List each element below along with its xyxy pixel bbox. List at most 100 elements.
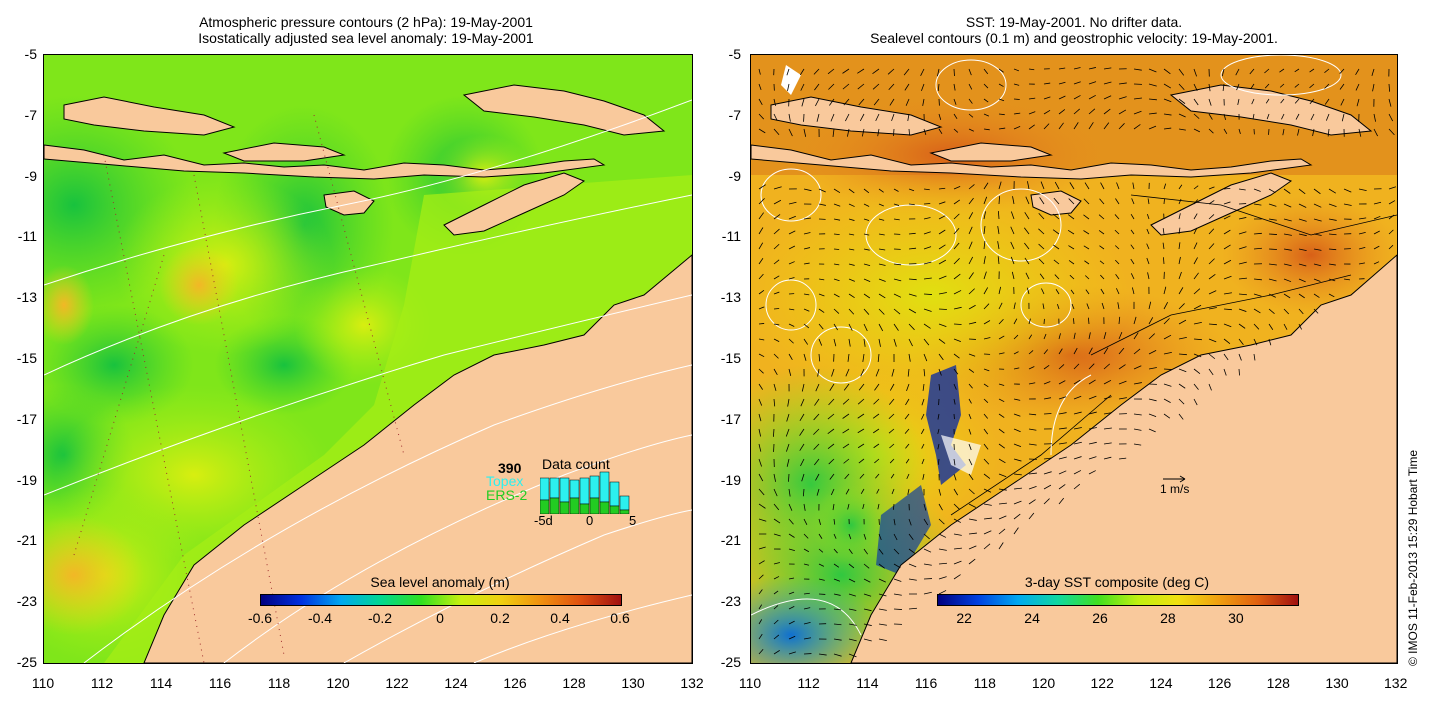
velocity-arrow bbox=[1058, 380, 1066, 385]
velocity-arrow bbox=[1178, 319, 1187, 325]
velocity-arrow bbox=[1028, 318, 1031, 325]
velocity-arrow bbox=[983, 337, 991, 340]
topex-bar bbox=[579, 477, 590, 505]
velocity-arrow bbox=[1223, 338, 1231, 344]
velocity-arrow bbox=[1043, 457, 1052, 460]
velocity-arrow bbox=[998, 528, 1006, 535]
velocity-arrow bbox=[983, 182, 989, 190]
velocity-arrow bbox=[968, 256, 974, 265]
velocity-arrow bbox=[968, 558, 976, 565]
velocity-arrow bbox=[908, 518, 912, 526]
velocity-arrow bbox=[953, 213, 960, 220]
velocity-arrow bbox=[1043, 333, 1047, 340]
velocity-arrow bbox=[893, 188, 899, 192]
velocity-arrow bbox=[1309, 83, 1315, 89]
velocity-arrow bbox=[1298, 293, 1305, 299]
velocity-arrow bbox=[923, 353, 928, 362]
velocity-arrow bbox=[983, 68, 989, 75]
velocity-arrow bbox=[1073, 456, 1082, 460]
velocity-arrow bbox=[1388, 98, 1392, 107]
velocity-arrow bbox=[803, 188, 812, 192]
velocity-arrow bbox=[758, 128, 766, 134]
velocity-arrow bbox=[1100, 274, 1105, 280]
velocity-arrow bbox=[1028, 472, 1037, 475]
velocity-arrow bbox=[787, 398, 790, 407]
velocity-arrow bbox=[937, 443, 940, 450]
velocity-arrow bbox=[863, 248, 870, 251]
velocity-arrow bbox=[1073, 379, 1081, 385]
velocity-arrow bbox=[857, 413, 865, 419]
velocity-arrow bbox=[1146, 257, 1150, 265]
velocity-arrow bbox=[968, 68, 972, 76]
topex-bar bbox=[589, 475, 600, 499]
velocity-arrow bbox=[923, 293, 932, 295]
velocity-arrow bbox=[922, 98, 925, 106]
velocity-arrow bbox=[1148, 350, 1157, 355]
velocity-arrow bbox=[773, 308, 780, 310]
velocity-arrow bbox=[893, 518, 896, 526]
velocity-arrow bbox=[1250, 83, 1255, 90]
velocity-arrow bbox=[1028, 366, 1035, 370]
velocity-arrow bbox=[1298, 308, 1304, 315]
velocity-arrow bbox=[908, 338, 913, 347]
velocity-arrow bbox=[1268, 263, 1277, 266]
velocity-arrow bbox=[893, 293, 902, 298]
velocity-arrow bbox=[1068, 260, 1075, 265]
velocity-arrow bbox=[788, 245, 796, 250]
velocity-arrow bbox=[1115, 198, 1120, 205]
velocity-arrow bbox=[923, 533, 930, 540]
right-y-tick-0: -5 bbox=[728, 46, 741, 62]
velocity-arrow bbox=[1039, 197, 1045, 205]
velocity-arrow bbox=[1268, 338, 1272, 346]
velocity-arrow bbox=[1163, 398, 1171, 403]
velocity-arrow bbox=[877, 353, 880, 362]
velocity-arrow bbox=[1280, 98, 1285, 104]
velocity-arrow bbox=[843, 98, 850, 106]
velocity-arrow bbox=[818, 203, 826, 206]
velocity-arrow bbox=[847, 503, 850, 510]
velocity-arrow bbox=[758, 273, 764, 280]
velocity-arrow bbox=[803, 128, 807, 137]
velocity-arrow bbox=[1208, 383, 1212, 391]
velocity-arrow bbox=[953, 186, 961, 190]
velocity-arrow bbox=[1208, 186, 1215, 190]
velocity-arrow bbox=[1193, 185, 1199, 190]
velocity-arrow bbox=[1268, 203, 1277, 207]
velocity-arrow bbox=[788, 606, 795, 610]
ers2-bar bbox=[589, 497, 600, 514]
velocity-arrow bbox=[905, 98, 910, 106]
velocity-arrow bbox=[861, 128, 865, 137]
velocity-arrow bbox=[923, 261, 932, 265]
velocity-arrow bbox=[773, 619, 779, 625]
velocity-arrow bbox=[875, 368, 880, 377]
velocity-arrow bbox=[1372, 83, 1375, 92]
velocity-arrow bbox=[1343, 188, 1352, 193]
velocity-arrow bbox=[1073, 347, 1078, 355]
velocity-arrow bbox=[1193, 199, 1199, 205]
velocity-arrow bbox=[1298, 203, 1307, 208]
left-y-tick-1: -7 bbox=[24, 106, 37, 123]
velocity-arrow bbox=[953, 273, 961, 280]
velocity-arrow bbox=[1253, 278, 1262, 281]
right-y-tick-1: -7 bbox=[728, 106, 741, 123]
left-y-tick-3: -11 bbox=[17, 228, 37, 245]
velocity-arrow bbox=[842, 398, 850, 405]
velocity-arrow bbox=[998, 302, 1003, 310]
velocity-arrow bbox=[1013, 473, 1022, 476]
velocity-arrow bbox=[998, 68, 1004, 73]
velocity-arrow bbox=[788, 548, 795, 552]
velocity-arrow bbox=[786, 443, 790, 452]
velocity-arrow bbox=[1163, 113, 1172, 116]
velocity-arrow bbox=[983, 256, 986, 265]
velocity-arrow bbox=[772, 428, 775, 437]
velocity-arrow bbox=[1328, 203, 1337, 208]
velocity-arrow bbox=[1268, 248, 1278, 250]
velocity-arrow bbox=[1358, 128, 1362, 137]
velocity-arrow bbox=[1043, 82, 1051, 85]
velocity-arrow bbox=[829, 473, 835, 480]
velocity-arrow bbox=[1178, 287, 1184, 295]
left-y-tick-9: -23 bbox=[16, 593, 37, 610]
velocity-arrow bbox=[833, 203, 841, 207]
velocity-arrow bbox=[773, 634, 780, 640]
velocity-arrow bbox=[1163, 183, 1167, 190]
